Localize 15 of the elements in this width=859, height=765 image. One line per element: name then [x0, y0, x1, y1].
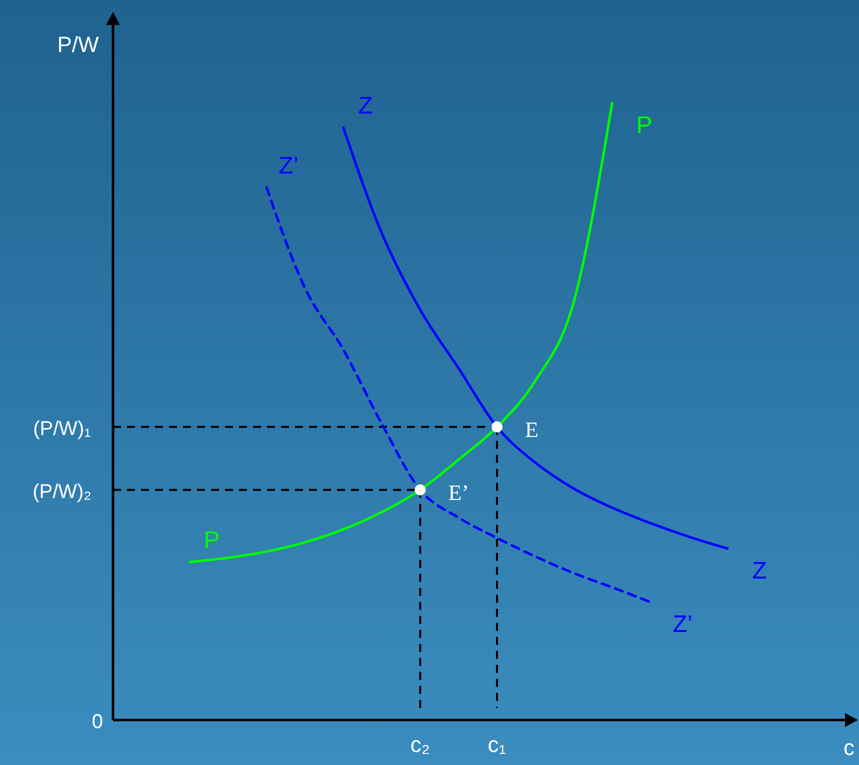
x-tick-label: c₂ [410, 732, 430, 757]
annotation: E [525, 416, 538, 442]
x-tick-label: c₁ [488, 732, 506, 757]
ref-line-label: (P/W)₂ [32, 480, 92, 503]
series-label: P [204, 527, 220, 554]
text: Z [752, 557, 767, 584]
x-axis-title: c [844, 735, 854, 760]
text: Z’ [672, 611, 693, 638]
ref-line-label: (P/W)₁ [33, 418, 92, 440]
text: P [636, 112, 652, 139]
annotation: 0 [92, 711, 103, 733]
y-axis-title: P/W [57, 32, 100, 57]
series-label: Z’ [278, 152, 299, 180]
series-label: Z [358, 92, 373, 120]
annotation: E’ [448, 480, 469, 505]
